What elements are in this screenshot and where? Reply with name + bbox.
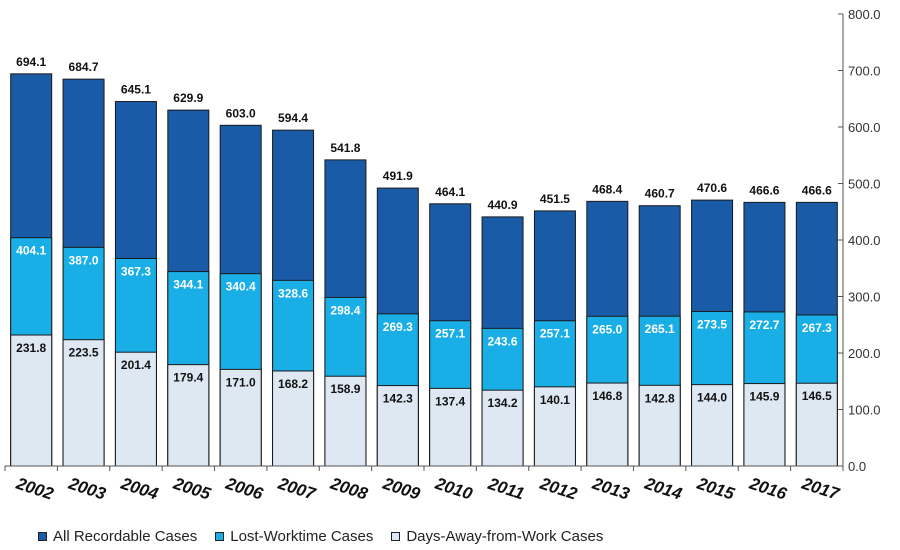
- legend-item-days-away: Days-Away-from-Work Cases: [391, 528, 603, 545]
- data-label-away: 134.2: [488, 396, 518, 410]
- data-label-all: 603.0: [226, 106, 256, 120]
- data-label-all: 629.9: [173, 91, 203, 105]
- data-label-away: 142.3: [383, 392, 413, 406]
- y-tick-label: 700.0: [848, 64, 881, 79]
- data-label-lost: 257.1: [435, 327, 465, 341]
- data-label-away: 146.8: [592, 389, 622, 403]
- x-tick-label: 2014: [642, 474, 685, 504]
- data-label-all: 468.4: [592, 182, 622, 196]
- legend-label-all-recordable: All Recordable Cases: [53, 528, 198, 545]
- legend-swatch-all-recordable: [38, 532, 47, 541]
- data-label-away: 145.9: [749, 390, 779, 404]
- bar-away: [167, 364, 210, 467]
- x-tick-label: 2013: [589, 474, 632, 504]
- x-tick-label: 2015: [694, 474, 737, 504]
- data-label-all: 491.9: [383, 169, 413, 183]
- data-label-all: 466.6: [802, 183, 832, 197]
- data-label-away: 142.8: [645, 391, 675, 405]
- bar-away: [586, 382, 629, 467]
- y-tick-label: 800.0: [848, 7, 881, 22]
- data-label-all: 594.4: [278, 111, 308, 125]
- x-tick-label: 2016: [746, 474, 789, 504]
- data-label-lost: 404.1: [16, 244, 46, 258]
- data-label-away: 201.4: [121, 358, 151, 372]
- legend-item-lost-worktime: Lost-Worktime Cases: [215, 528, 373, 545]
- legend-swatch-lost-worktime: [215, 532, 225, 541]
- data-label-all: 684.7: [69, 60, 99, 74]
- data-label-lost: 387.0: [69, 253, 99, 267]
- bar-away: [691, 384, 734, 467]
- x-tick-label: 2005: [170, 474, 213, 504]
- data-label-away: 158.9: [330, 382, 360, 396]
- bar-away: [795, 382, 838, 467]
- bar-away: [324, 375, 367, 467]
- data-label-away: 140.1: [540, 393, 570, 407]
- data-label-away: 179.4: [173, 371, 203, 385]
- data-label-away: 144.0: [697, 391, 727, 405]
- data-label-lost: 272.7: [749, 318, 779, 332]
- data-label-lost: 265.1: [645, 322, 675, 336]
- bar-chart: 694.1 684.7 645.1 629.9 603.0 594.4 541.8 491.9…: [4, 7, 881, 505]
- y-tick-label: 200.0: [848, 346, 881, 361]
- legend-swatch-days-away: [391, 532, 401, 541]
- data-label-lost: 243.6: [488, 334, 518, 348]
- x-tick-label: 2009: [380, 474, 423, 504]
- data-label-away: 171.0: [226, 375, 256, 389]
- legend-label-days-away: Days-Away-from-Work Cases: [406, 528, 604, 545]
- data-label-all: 694.1: [16, 55, 46, 69]
- data-label-all: 451.5: [540, 192, 570, 206]
- data-label-all: 470.6: [697, 181, 727, 195]
- y-tick-label: 300.0: [848, 290, 881, 305]
- data-label-all: 645.1: [121, 83, 151, 97]
- data-label-lost: 344.1: [173, 278, 203, 292]
- x-tick-label: 2010: [432, 474, 475, 504]
- data-label-all: 466.6: [749, 183, 779, 197]
- x-tick-label: 2002: [13, 474, 56, 504]
- data-label-all: 440.9: [488, 198, 518, 212]
- data-label-lost: 298.4: [330, 303, 360, 317]
- data-label-away: 146.5: [802, 389, 832, 403]
- data-label-lost: 367.3: [121, 264, 151, 278]
- data-label-all: 541.8: [330, 141, 360, 155]
- data-label-away: 168.2: [278, 377, 308, 391]
- x-tick-label: 2007: [275, 474, 319, 505]
- legend: All Recordable Cases Lost-Worktime Cases…: [38, 528, 603, 545]
- data-label-lost: 257.1: [540, 327, 570, 341]
- x-tick-label: 2008: [327, 474, 370, 504]
- y-tick-label: 400.0: [848, 233, 881, 248]
- bar-away: [376, 385, 419, 467]
- data-label-lost: 328.6: [278, 286, 308, 300]
- bar-away: [219, 368, 262, 467]
- y-tick-label: 100.0: [848, 403, 881, 418]
- y-tick-label: 600.0: [848, 120, 881, 135]
- bar-away: [481, 389, 524, 467]
- data-label-lost: 340.4: [226, 280, 256, 294]
- bar-away: [743, 383, 786, 467]
- data-label-away: 231.8: [16, 341, 46, 355]
- data-label-lost: 265.0: [592, 322, 622, 336]
- data-label-away: 223.5: [69, 346, 99, 360]
- data-label-lost: 273.5: [697, 317, 727, 331]
- data-label-all: 460.7: [645, 187, 675, 201]
- data-label-lost: 267.3: [802, 321, 832, 335]
- bar-away: [10, 334, 53, 467]
- y-tick-label: 0.0: [848, 459, 866, 474]
- data-label-away: 137.4: [435, 394, 465, 408]
- x-tick-label: 2011: [485, 474, 527, 504]
- data-label-all: 464.1: [435, 185, 465, 199]
- x-tick-label: 2017: [799, 474, 843, 505]
- bar-away: [533, 386, 576, 467]
- x-tick-label: 2004: [118, 474, 161, 504]
- y-tick-label: 500.0: [848, 177, 881, 192]
- x-tick-label: 2003: [65, 474, 108, 504]
- legend-item-all-recordable: All Recordable Cases: [38, 528, 197, 545]
- x-tick-label: 2006: [223, 474, 266, 504]
- data-label-lost: 269.3: [383, 320, 413, 334]
- bar-away: [638, 384, 681, 467]
- x-tick-label: 2012: [537, 474, 580, 504]
- legend-label-lost-worktime: Lost-Worktime Cases: [230, 528, 374, 545]
